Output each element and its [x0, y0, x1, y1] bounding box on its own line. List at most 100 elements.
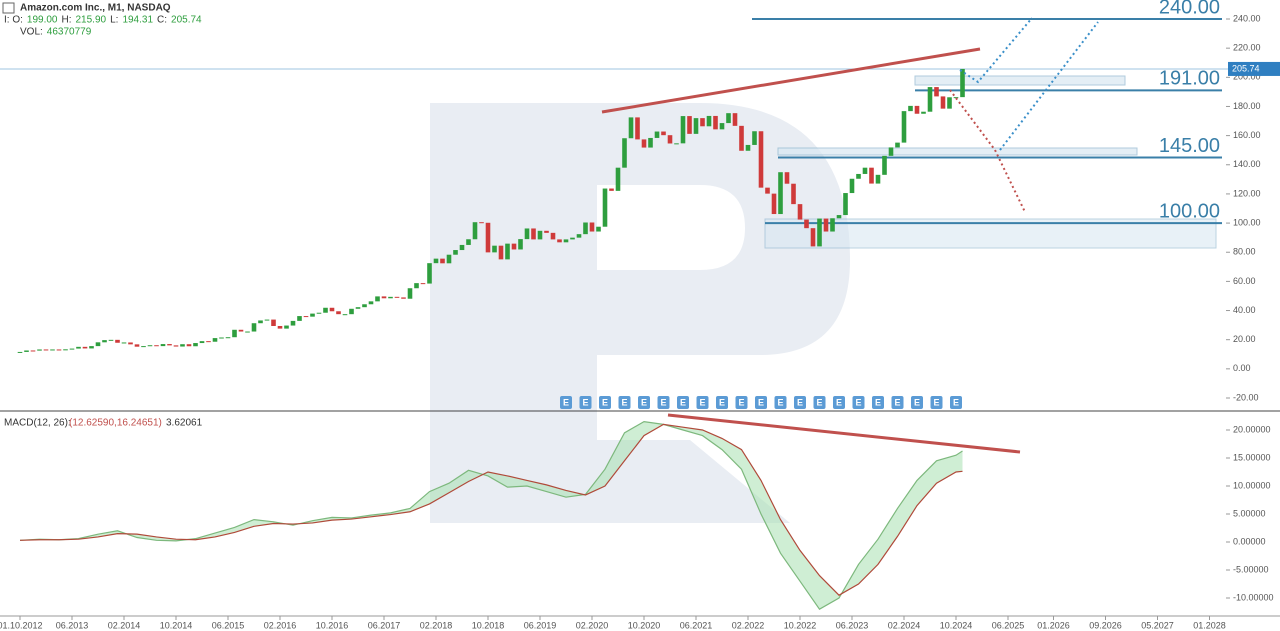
candle [622, 138, 627, 168]
candle [147, 345, 153, 347]
x-tick-label: 01.10.2012 [0, 620, 43, 630]
candle [368, 301, 374, 305]
earnings-marker [774, 396, 787, 409]
earnings-label: E [680, 397, 686, 407]
candle [693, 118, 699, 134]
chart-title: Amazon.com Inc., M1, NASDAQ [20, 3, 171, 14]
candle [765, 187, 770, 194]
candle [739, 125, 744, 151]
header-text: 215.90 [76, 15, 107, 26]
candle [498, 245, 504, 260]
candle [843, 193, 848, 216]
candle [817, 218, 822, 247]
y-tick-label: 20.00000 [1233, 424, 1271, 434]
y-tick-label: 140.00 [1233, 159, 1261, 169]
level-label: 145.00 [1159, 135, 1220, 157]
candle [180, 344, 185, 347]
x-tick-label: 09.2026 [1089, 620, 1122, 630]
y-tick-label: 40.00 [1233, 305, 1256, 315]
x-tick-label: 06.2017 [368, 620, 401, 630]
candle [95, 342, 101, 347]
y-tick-label: 0.00000 [1233, 536, 1266, 546]
candle [706, 115, 712, 127]
earnings-marker [579, 396, 592, 409]
candle [836, 215, 842, 219]
y-tick-label: -20.00 [1233, 392, 1259, 402]
candle [115, 339, 120, 343]
candle [882, 155, 887, 175]
candle [56, 349, 62, 351]
y-tick-label: 20.00 [1233, 334, 1256, 344]
candle [89, 346, 94, 349]
candle [238, 329, 244, 332]
candle [401, 297, 406, 299]
x-tick-label: 02.2022 [732, 620, 765, 630]
candle [277, 325, 283, 329]
x-tick-label: 01.2026 [1037, 620, 1070, 630]
candle [550, 232, 556, 240]
trend-line [601, 47, 981, 114]
candle [173, 345, 179, 347]
x-tick-label: 06.2013 [56, 620, 89, 630]
candle [141, 346, 146, 348]
x-tick-label: 02.2014 [108, 620, 141, 630]
candle [167, 344, 172, 346]
candle [635, 117, 640, 140]
x-tick-label: 06.2023 [836, 620, 869, 630]
y-tick-label: 5.00000 [1233, 508, 1266, 518]
candle [30, 350, 36, 352]
header-text: C: [157, 15, 167, 26]
earnings-label: E [894, 397, 900, 407]
candle [186, 344, 192, 347]
candle [212, 338, 218, 342]
earnings-marker [891, 396, 904, 409]
earnings-marker [735, 396, 748, 409]
candle [934, 87, 939, 97]
earnings-label: E [758, 397, 764, 407]
candle [63, 349, 68, 351]
candle [563, 239, 569, 243]
candle [947, 97, 952, 109]
candle [303, 316, 309, 318]
candle [433, 258, 439, 264]
earnings-label: E [641, 397, 647, 407]
header-text: H: [62, 15, 72, 26]
earnings-marker [852, 396, 865, 409]
earnings-label: E [855, 397, 861, 407]
x-tick-label: 02.2016 [264, 620, 297, 630]
earnings-label: E [699, 397, 705, 407]
candle [108, 339, 114, 341]
earnings-marker [813, 396, 826, 409]
candle [589, 222, 595, 232]
candle [316, 312, 322, 314]
candle [908, 105, 913, 112]
candle [596, 226, 601, 232]
macd-fill [20, 421, 963, 610]
x-tick-label: 06.2021 [680, 620, 713, 630]
header-text: 205.74 [171, 15, 202, 26]
level-label: 191.00 [1159, 68, 1220, 90]
earnings-label: E [660, 397, 666, 407]
candle [336, 311, 341, 315]
earnings-label: E [738, 397, 744, 407]
candle [134, 344, 140, 347]
header-text: 194.31 [122, 15, 153, 26]
zone [914, 75, 1126, 86]
candle [752, 131, 757, 145]
earnings-marker [560, 396, 572, 409]
y-tick-label: 80.00 [1233, 247, 1256, 257]
menu-icon[interactable] [2, 2, 15, 14]
candle [349, 308, 354, 315]
candle [674, 143, 679, 145]
candle [797, 204, 803, 220]
header-text: 46370779 [47, 27, 92, 38]
x-tick-label: 10.2024 [940, 620, 973, 630]
candle [284, 325, 289, 329]
plot: 240.00 191.00 145.00 100.00 [0, 0, 1228, 610]
price-tag [1228, 61, 1280, 76]
earnings-marker [696, 396, 709, 409]
candle [427, 263, 432, 284]
candle [479, 222, 484, 224]
y-tick-label: -10.00000 [1233, 592, 1274, 602]
candle [888, 147, 894, 156]
